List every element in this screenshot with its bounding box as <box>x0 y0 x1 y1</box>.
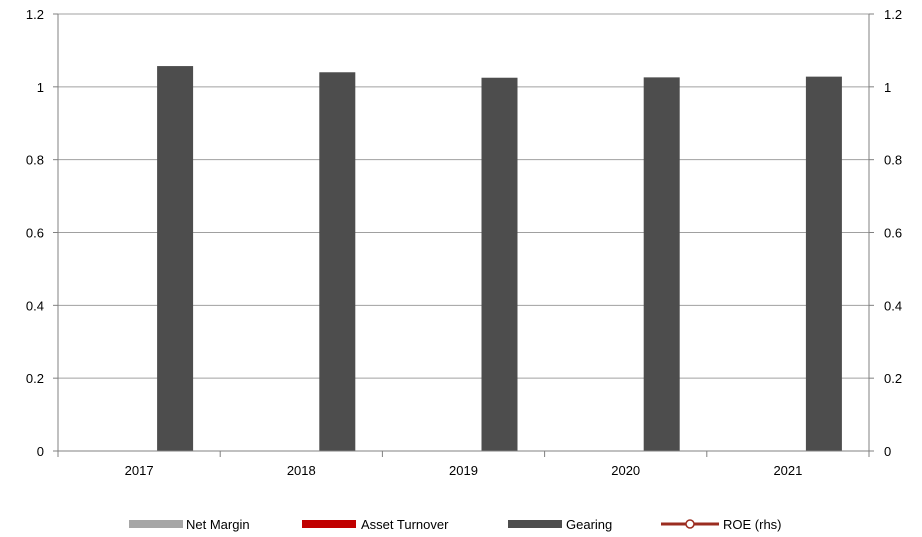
legend: Net Margin Asset Turnover Gearing ROE (rhs) <box>129 517 782 532</box>
x-tick-label: 2019 <box>449 463 478 478</box>
x-tick-label: 2017 <box>125 463 154 478</box>
gridlines <box>58 13 869 379</box>
legend-label-roe-rhs: ROE (rhs) <box>723 517 782 532</box>
bar-gearing <box>805 76 842 452</box>
legend-label-net-margin: Net Margin <box>186 517 250 532</box>
bar-gearing <box>481 77 518 452</box>
y-axis-right-ticks: 0 0.2 0.4 0.6 0.8 1 1.2 <box>884 7 902 459</box>
legend-swatch-net-margin <box>129 520 183 528</box>
bar-gearing <box>319 72 356 452</box>
x-axis-ticks: 2017 2018 2019 2020 2021 <box>125 463 803 478</box>
y-tick-label-right: 1 <box>884 80 891 95</box>
bars <box>157 66 842 452</box>
y-axis-left-ticks: 0 0.2 0.4 0.6 0.8 1 1.2 <box>26 7 44 459</box>
y-tick-label-left: 0.2 <box>26 371 44 386</box>
y-tick-label-left: 0 <box>37 444 44 459</box>
bar-gearing <box>643 77 680 452</box>
y-tick-label-right: 0.6 <box>884 226 902 241</box>
legend-swatch-asset-turnover <box>302 520 356 528</box>
y-tick-label-left: 0.6 <box>26 226 44 241</box>
y-tick-label-right: 1.2 <box>884 7 902 22</box>
y-tick-label-left: 1.2 <box>26 7 44 22</box>
y-tick-label-left: 0.4 <box>26 298 44 313</box>
x-tick-label: 2021 <box>773 463 802 478</box>
legend-swatch-gearing <box>508 520 562 528</box>
y-tick-label-left: 0.8 <box>26 153 44 168</box>
x-tick-label: 2018 <box>287 463 316 478</box>
y-tick-label-left: 1 <box>37 80 44 95</box>
y-tick-label-right: 0 <box>884 444 891 459</box>
legend-label-asset-turnover: Asset Turnover <box>361 517 449 532</box>
bar-gearing <box>157 66 194 451</box>
y-tick-label-right: 0.8 <box>884 153 902 168</box>
x-tick-label: 2020 <box>611 463 640 478</box>
y-tick-label-right: 0.2 <box>884 371 902 386</box>
legend-marker-roe-rhs <box>685 519 695 529</box>
y-tick-label-right: 0.4 <box>884 298 902 313</box>
axes <box>53 13 874 457</box>
legend-label-gearing: Gearing <box>566 517 612 532</box>
